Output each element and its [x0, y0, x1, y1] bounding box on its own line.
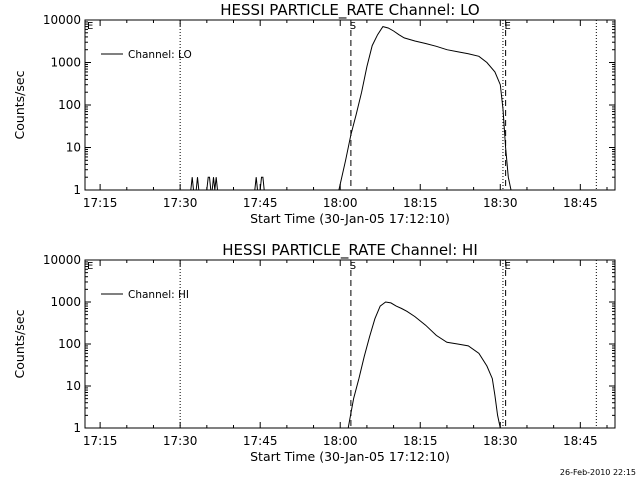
plot-frame	[84, 259, 616, 429]
y-tick-label: 1000	[50, 56, 81, 70]
x-tick-label: 17:15	[83, 196, 118, 210]
y-tick-label: 100	[58, 337, 81, 351]
x-tick-label: 18:15	[403, 196, 438, 210]
x-axis-label: Start Time (30-Jan-05 17:12:10)	[250, 211, 450, 226]
x-tick-label: 17:30	[163, 434, 198, 448]
x-tick-label: 18:30	[483, 196, 518, 210]
legend-label: Channel: LO	[128, 49, 192, 61]
marker-label-e: E	[504, 261, 510, 272]
legend-label: Channel: HI	[128, 289, 189, 301]
chart-title: HESSI PARTICLE_RATE Channel: LO	[220, 1, 479, 20]
y-tick-label: 100	[58, 98, 81, 112]
marker-label-s: S	[350, 261, 356, 272]
x-axis-label: Start Time (30-Jan-05 17:12:10)	[250, 449, 450, 464]
y-axis-label: Counts/sec	[12, 309, 27, 378]
y-tick-label: 1	[73, 183, 81, 197]
plot-timestamp: 26-Feb-2010 22:15	[560, 468, 636, 477]
y-tick-label: 10	[66, 379, 81, 393]
chart-title: HESSI PARTICLE_RATE Channel: HI	[222, 241, 478, 260]
x-tick-label: 18:30	[483, 434, 518, 448]
plot-frame	[84, 19, 616, 191]
marker-label-e-edge: E	[87, 21, 93, 32]
x-tick-label: 18:45	[563, 196, 598, 210]
y-axis-label: Counts/sec	[12, 70, 27, 139]
y-tick-label: 1	[73, 421, 81, 435]
x-tick-label: 18:00	[323, 434, 358, 448]
y-tick-label: 10	[66, 141, 81, 155]
x-tick-label: 18:00	[323, 196, 358, 210]
x-tick-label: 17:45	[243, 196, 278, 210]
y-tick-label: 10000	[43, 253, 81, 267]
series-line	[85, 26, 615, 191]
marker-label-s: S	[350, 21, 356, 32]
marker-label-e: E	[504, 21, 510, 32]
x-tick-label: 17:30	[163, 196, 198, 210]
x-tick-label: 17:15	[83, 434, 118, 448]
marker-label-e-edge: E	[87, 261, 93, 272]
y-tick-label: 1000	[50, 295, 81, 309]
x-tick-label: 18:15	[403, 434, 438, 448]
series-line	[85, 301, 615, 429]
y-tick-label: 10000	[43, 13, 81, 27]
x-tick-label: 17:45	[243, 434, 278, 448]
x-tick-label: 18:45	[563, 434, 598, 448]
